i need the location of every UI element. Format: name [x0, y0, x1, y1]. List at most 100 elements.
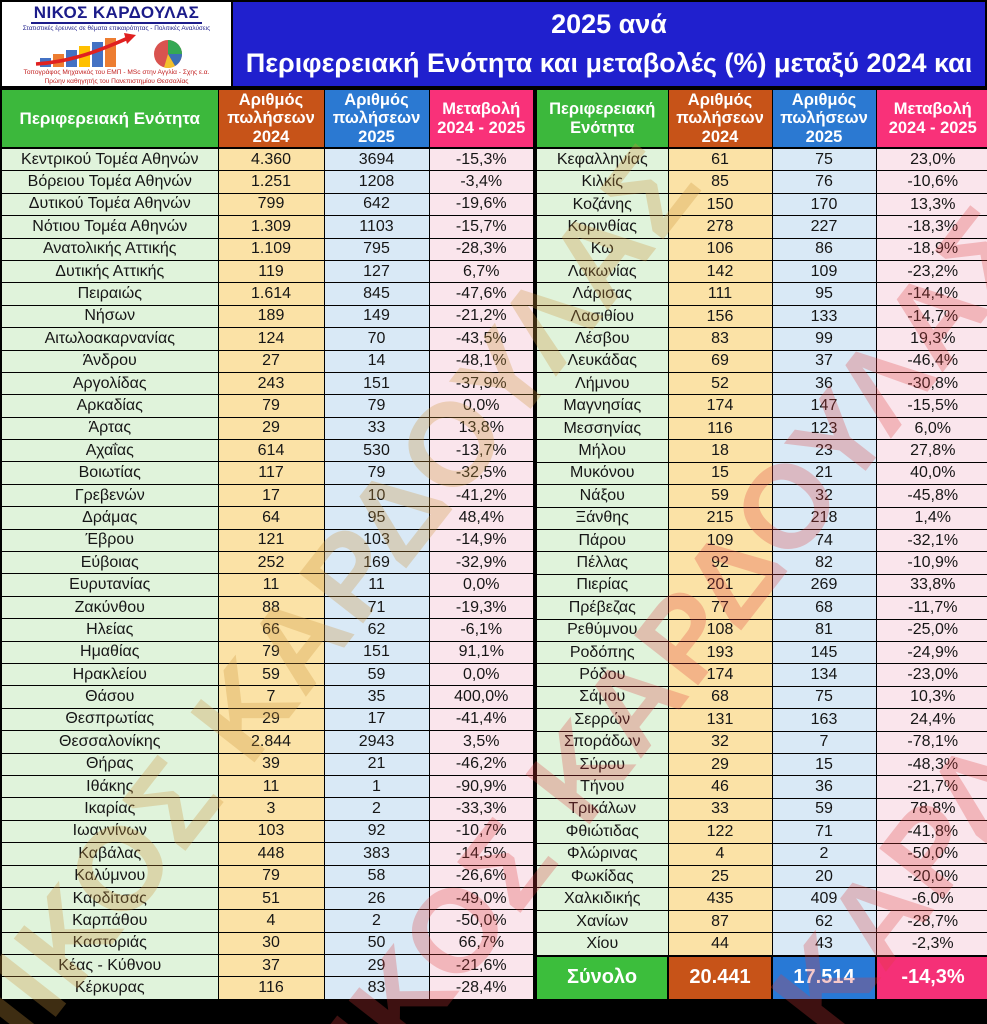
region-cell: Νότιου Τομέα Αθηνών	[0, 215, 219, 239]
region-cell: Κέρκυρας	[0, 976, 219, 1001]
region-cell: Πάρου	[535, 528, 669, 553]
sales-2024-cell: 39	[217, 752, 325, 776]
table-row: Πιερίας 201 269 33,8%	[535, 573, 987, 598]
change-cell: -41,8%	[875, 820, 987, 844]
region-cell: Φθιώτιδας	[535, 820, 669, 844]
sales-2025-cell: 163	[771, 708, 877, 732]
sales-2024-cell: 252	[217, 551, 325, 575]
change-cell: -32,5%	[428, 461, 535, 485]
region-cell: Τήνου	[535, 775, 669, 799]
sales-2025-cell: 7	[771, 730, 877, 754]
sales-2025-cell: 2943	[323, 730, 430, 754]
change-cell: 400,0%	[428, 685, 535, 709]
sales-2024-cell: 15	[667, 461, 773, 486]
table-row: Ικαρίας 3 2 -33,3%	[0, 797, 535, 821]
sales-2024-cell: 83	[667, 327, 773, 351]
region-cell: Σάμου	[535, 685, 669, 710]
table-row: Γρεβενών 17 10 -41,2%	[0, 483, 535, 508]
sales-2024-cell: 448	[217, 842, 325, 866]
region-cell: Αρκαδίας	[0, 394, 219, 418]
sales-2025-cell: 269	[771, 573, 877, 598]
sales-2024-cell: 17	[217, 483, 325, 508]
change-cell: -19,3%	[428, 595, 535, 620]
table-row: Θάσου 7 35 400,0%	[0, 685, 535, 709]
sales-2025-cell: 845	[323, 282, 430, 306]
sales-2024-cell: 51	[217, 886, 325, 911]
sales-2025-cell: 95	[771, 282, 877, 306]
change-cell: -90,9%	[428, 774, 535, 799]
region-cell: Καβάλας	[0, 842, 219, 866]
header-region: Περιφερειακή Ενότητα	[535, 88, 669, 149]
sales-2025-cell: 37	[771, 349, 877, 374]
change-cell: -23,0%	[875, 663, 987, 687]
total-label: Σύνολο	[535, 954, 669, 1001]
sales-2025-cell: 29	[323, 954, 430, 978]
region-cell: Κεφαλληνίας	[535, 147, 669, 172]
sales-2025-cell: 81	[771, 618, 877, 642]
sales-2025-cell: 71	[323, 595, 430, 620]
table-body: Κεφαλληνίας 61 75 23,0% Κιλκίς 85 76 -10,6% Κοζά…	[535, 147, 987, 957]
table-row: Καστοριάς 30 50 66,7%	[0, 931, 535, 956]
sales-2024-cell: 52	[667, 372, 773, 396]
change-cell: -14,4%	[875, 282, 987, 306]
region-cell: Λέσβου	[535, 327, 669, 351]
sales-2024-cell: 61	[667, 147, 773, 172]
table-row: Μυκόνου 15 21 40,0%	[535, 461, 987, 486]
sales-2025-cell: 409	[771, 887, 877, 911]
region-cell: Ευρυτανίας	[0, 573, 219, 597]
region-cell: Ζακύνθου	[0, 595, 219, 620]
change-cell: 24,4%	[875, 708, 987, 732]
change-cell: -15,5%	[875, 394, 987, 418]
sales-2024-cell: 156	[667, 304, 773, 329]
table-row: Εύβοιας 252 169 -32,9%	[0, 551, 535, 575]
sales-2024-cell: 64	[217, 506, 325, 530]
total-change: -14,3%	[875, 954, 987, 1001]
sales-2025-cell: 1208	[323, 170, 430, 194]
sales-2024-cell: 79	[217, 394, 325, 418]
sales-2025-cell: 2	[323, 797, 430, 821]
sales-2024-cell: 111	[667, 282, 773, 306]
sales-2025-cell: 15	[771, 752, 877, 777]
table-row: Θεσσαλονίκης 2.844 2943 3,5%	[0, 730, 535, 754]
sales-2025-cell: 3694	[323, 147, 430, 172]
table-row: Κοζάνης 150 170 13,3%	[535, 192, 987, 217]
header-change: Μεταβολή 2024 - 2025	[428, 88, 535, 149]
table-row: Ρεθύμνου 108 81 -25,0%	[535, 618, 987, 642]
sales-2025-cell: 227	[771, 215, 877, 239]
table-row: Λέσβου 83 99 19,3%	[535, 327, 987, 351]
region-cell: Νάξου	[535, 484, 669, 508]
sales-2025-cell: 32	[771, 484, 877, 508]
table-row: Κεντρικού Τομέα Αθηνών 4.360 3694 -15,3%	[0, 147, 535, 172]
table-row: Ηρακλείου 59 59 0,0%	[0, 662, 535, 687]
region-cell: Βοιωτίας	[0, 461, 219, 485]
change-cell: -46,4%	[875, 349, 987, 374]
change-cell: -45,8%	[875, 484, 987, 508]
header-change: Μεταβολή 2024 - 2025	[875, 88, 987, 149]
change-cell: 0,0%	[428, 394, 535, 418]
table-row: Ιωαννίνων 103 92 -10,7%	[0, 819, 535, 844]
sales-2024-cell: 46	[667, 775, 773, 799]
table-row: Ιθάκης 11 1 -90,9%	[0, 774, 535, 799]
sales-2024-cell: 131	[667, 708, 773, 732]
sales-2024-cell: 3	[217, 797, 325, 821]
table-row: Χίου 44 43 -2,3%	[535, 932, 987, 957]
sales-2024-cell: 435	[667, 887, 773, 911]
change-cell: -11,7%	[875, 596, 987, 620]
table-row: Τήνου 46 36 -21,7%	[535, 775, 987, 799]
logo-panel: ΝΙΚΟΣ ΚΑΡΔΟΥΛΑΣ Στατιστικές έρευνες σε θ…	[2, 2, 231, 86]
change-cell: -32,1%	[875, 528, 987, 553]
change-cell: -24,9%	[875, 640, 987, 665]
region-cell: Θεσπρωτίας	[0, 707, 219, 732]
region-cell: Καρπάθου	[0, 909, 219, 933]
table-row: Δράμας 64 95 48,4%	[0, 506, 535, 530]
table-row: Ανατολικής Αττικής 1.109 795 -28,3%	[0, 237, 535, 261]
region-cell: Πειραιώς	[0, 282, 219, 306]
sales-2025-cell: 36	[771, 775, 877, 799]
change-cell: 19,3%	[875, 327, 987, 351]
sales-2024-cell: 87	[667, 909, 773, 934]
sales-2025-cell: 35	[323, 685, 430, 709]
region-cell: Δράμας	[0, 506, 219, 530]
region-cell: Πρέβεζας	[535, 596, 669, 620]
region-cell: Κω	[535, 237, 669, 262]
region-cell: Σποράδων	[535, 730, 669, 754]
